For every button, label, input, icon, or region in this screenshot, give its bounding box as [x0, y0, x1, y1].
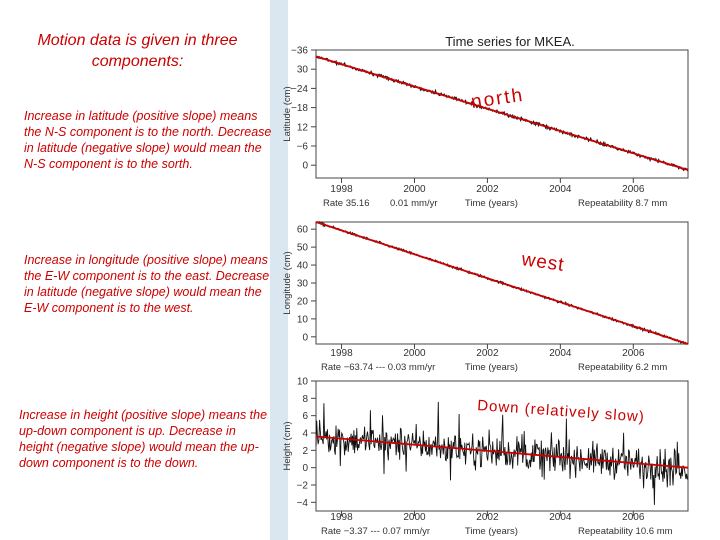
latitude-explanation: Increase in latitude (positive slope) me…: [24, 109, 272, 171]
x-axis-label: Time (years): [465, 362, 518, 373]
y-tick-label: 50: [297, 243, 309, 254]
y-tick-label: −6: [297, 142, 309, 153]
height-explanation: Increase in height (positive slope) mean…: [19, 408, 268, 470]
y-tick-label: 30: [297, 279, 309, 290]
y-tick-label: 8: [302, 394, 308, 405]
text-column: [0, 0, 270, 540]
x-tick-label: 2006: [622, 184, 645, 195]
y-tick-label: 10: [297, 377, 309, 388]
y-axis-label: Height (cm): [282, 421, 293, 470]
rate-label: Rate 35.16: [323, 198, 369, 209]
y-tick-label: 30: [297, 65, 309, 76]
y-tick-label: 60: [297, 225, 309, 236]
repeatability-label: Repeatability 10.6 mm: [578, 526, 673, 537]
x-tick-label: 1998: [330, 348, 353, 359]
repeatability-label: Repeatability 8.7 mm: [578, 198, 667, 209]
y-tick-label: 40: [297, 261, 309, 272]
repeatability-label: Repeatability 6.2 mm: [578, 362, 667, 373]
column-divider: [270, 0, 288, 540]
y-tick-label: 20: [297, 296, 309, 307]
trend-line: [315, 435, 689, 469]
y-tick-label: −36: [291, 46, 308, 57]
y-tick-label: 0: [302, 332, 308, 343]
x-tick-label: 2004: [549, 184, 572, 195]
x-tick-label: 1998: [330, 512, 353, 523]
slide-heading: Motion data is given in three components…: [37, 32, 238, 70]
y-axis-label: Longitude (cm): [282, 251, 293, 314]
rate-value: 0.01 mm/yr: [390, 198, 438, 209]
y-tick-label: 0: [302, 161, 308, 172]
x-axis-label: Time (years): [465, 198, 518, 209]
x-tick-label: 2002: [476, 184, 499, 195]
x-tick-label: 2002: [476, 348, 499, 359]
trend-line: [315, 55, 689, 171]
longitude-explanation: Increase in longitude (positive slope) m…: [24, 253, 270, 315]
x-tick-label: 2000: [403, 348, 426, 359]
y-tick-label: −24: [291, 84, 308, 95]
x-axis-label: Time (years): [465, 526, 518, 537]
y-tick-label: −4: [297, 498, 309, 509]
y-tick-label: −18: [291, 103, 308, 114]
y-tick-label: 0: [302, 463, 308, 474]
rate-label: Rate −3.37 --- 0.07 mm/yr: [321, 526, 430, 537]
y-tick-label: 2: [302, 446, 308, 457]
rate-label: Rate −63.74 --- 0.03 mm/yr: [321, 362, 435, 373]
x-tick-label: 2002: [476, 512, 499, 523]
y-tick-label: 12: [297, 122, 309, 133]
y-tick-label: 6: [302, 411, 308, 422]
x-tick-label: 2004: [549, 348, 572, 359]
x-tick-label: 2006: [622, 348, 645, 359]
chart-title: Time series for MKEA.: [445, 34, 575, 49]
x-tick-label: 2000: [403, 184, 426, 195]
x-tick-label: 2006: [622, 512, 645, 523]
y-tick-label: 10: [297, 314, 309, 325]
x-tick-label: 2004: [549, 512, 572, 523]
trend-line: [315, 221, 689, 345]
x-tick-label: 1998: [330, 184, 353, 195]
y-tick-label: −2: [297, 481, 309, 492]
y-axis-label: Latitude (cm): [282, 86, 293, 141]
y-tick-label: 4: [302, 429, 308, 440]
x-tick-label: 2000: [403, 512, 426, 523]
